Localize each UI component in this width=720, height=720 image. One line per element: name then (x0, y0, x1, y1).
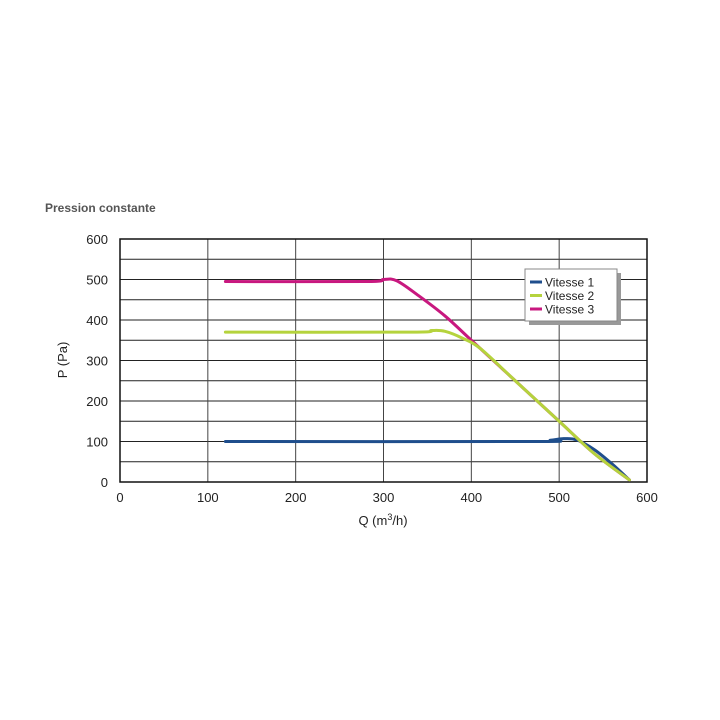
x-tick-label: 200 (285, 490, 307, 505)
y-tick-label: 100 (86, 435, 108, 450)
legend-label: Vitesse 1 (545, 276, 594, 290)
y-tick-label: 500 (86, 273, 108, 288)
x-tick-label: 400 (460, 490, 482, 505)
y-tick-label: 0 (101, 475, 108, 490)
chart-title: Pression constante (45, 201, 156, 215)
y-tick-label: 200 (86, 394, 108, 409)
x-tick-label: 0 (116, 490, 123, 505)
series-line-vitesse-2 (223, 328, 631, 482)
plot-frame (119, 238, 648, 483)
series-line-vitesse-1 (223, 437, 631, 482)
tick-labels: 0 100 200 300 400 500 600 0 100 200 300 400 500 600 (86, 232, 658, 505)
x-tick-label: 100 (197, 490, 219, 505)
y-tick-label: 600 (86, 232, 108, 247)
x-tick-label: 300 (373, 490, 395, 505)
x-tick-label: 500 (548, 490, 570, 505)
legend-label: Vitesse 2 (545, 289, 594, 303)
x-axis-label: Q (m3/h) (358, 512, 407, 528)
legend-label: Vitesse 3 (545, 303, 594, 317)
series-lines (223, 277, 631, 482)
y-axis-label: P (Pa) (55, 342, 70, 379)
y-tick-label: 400 (86, 313, 108, 328)
grid (119, 238, 648, 483)
y-tick-label: 300 (86, 354, 108, 369)
x-tick-label: 600 (636, 490, 658, 505)
